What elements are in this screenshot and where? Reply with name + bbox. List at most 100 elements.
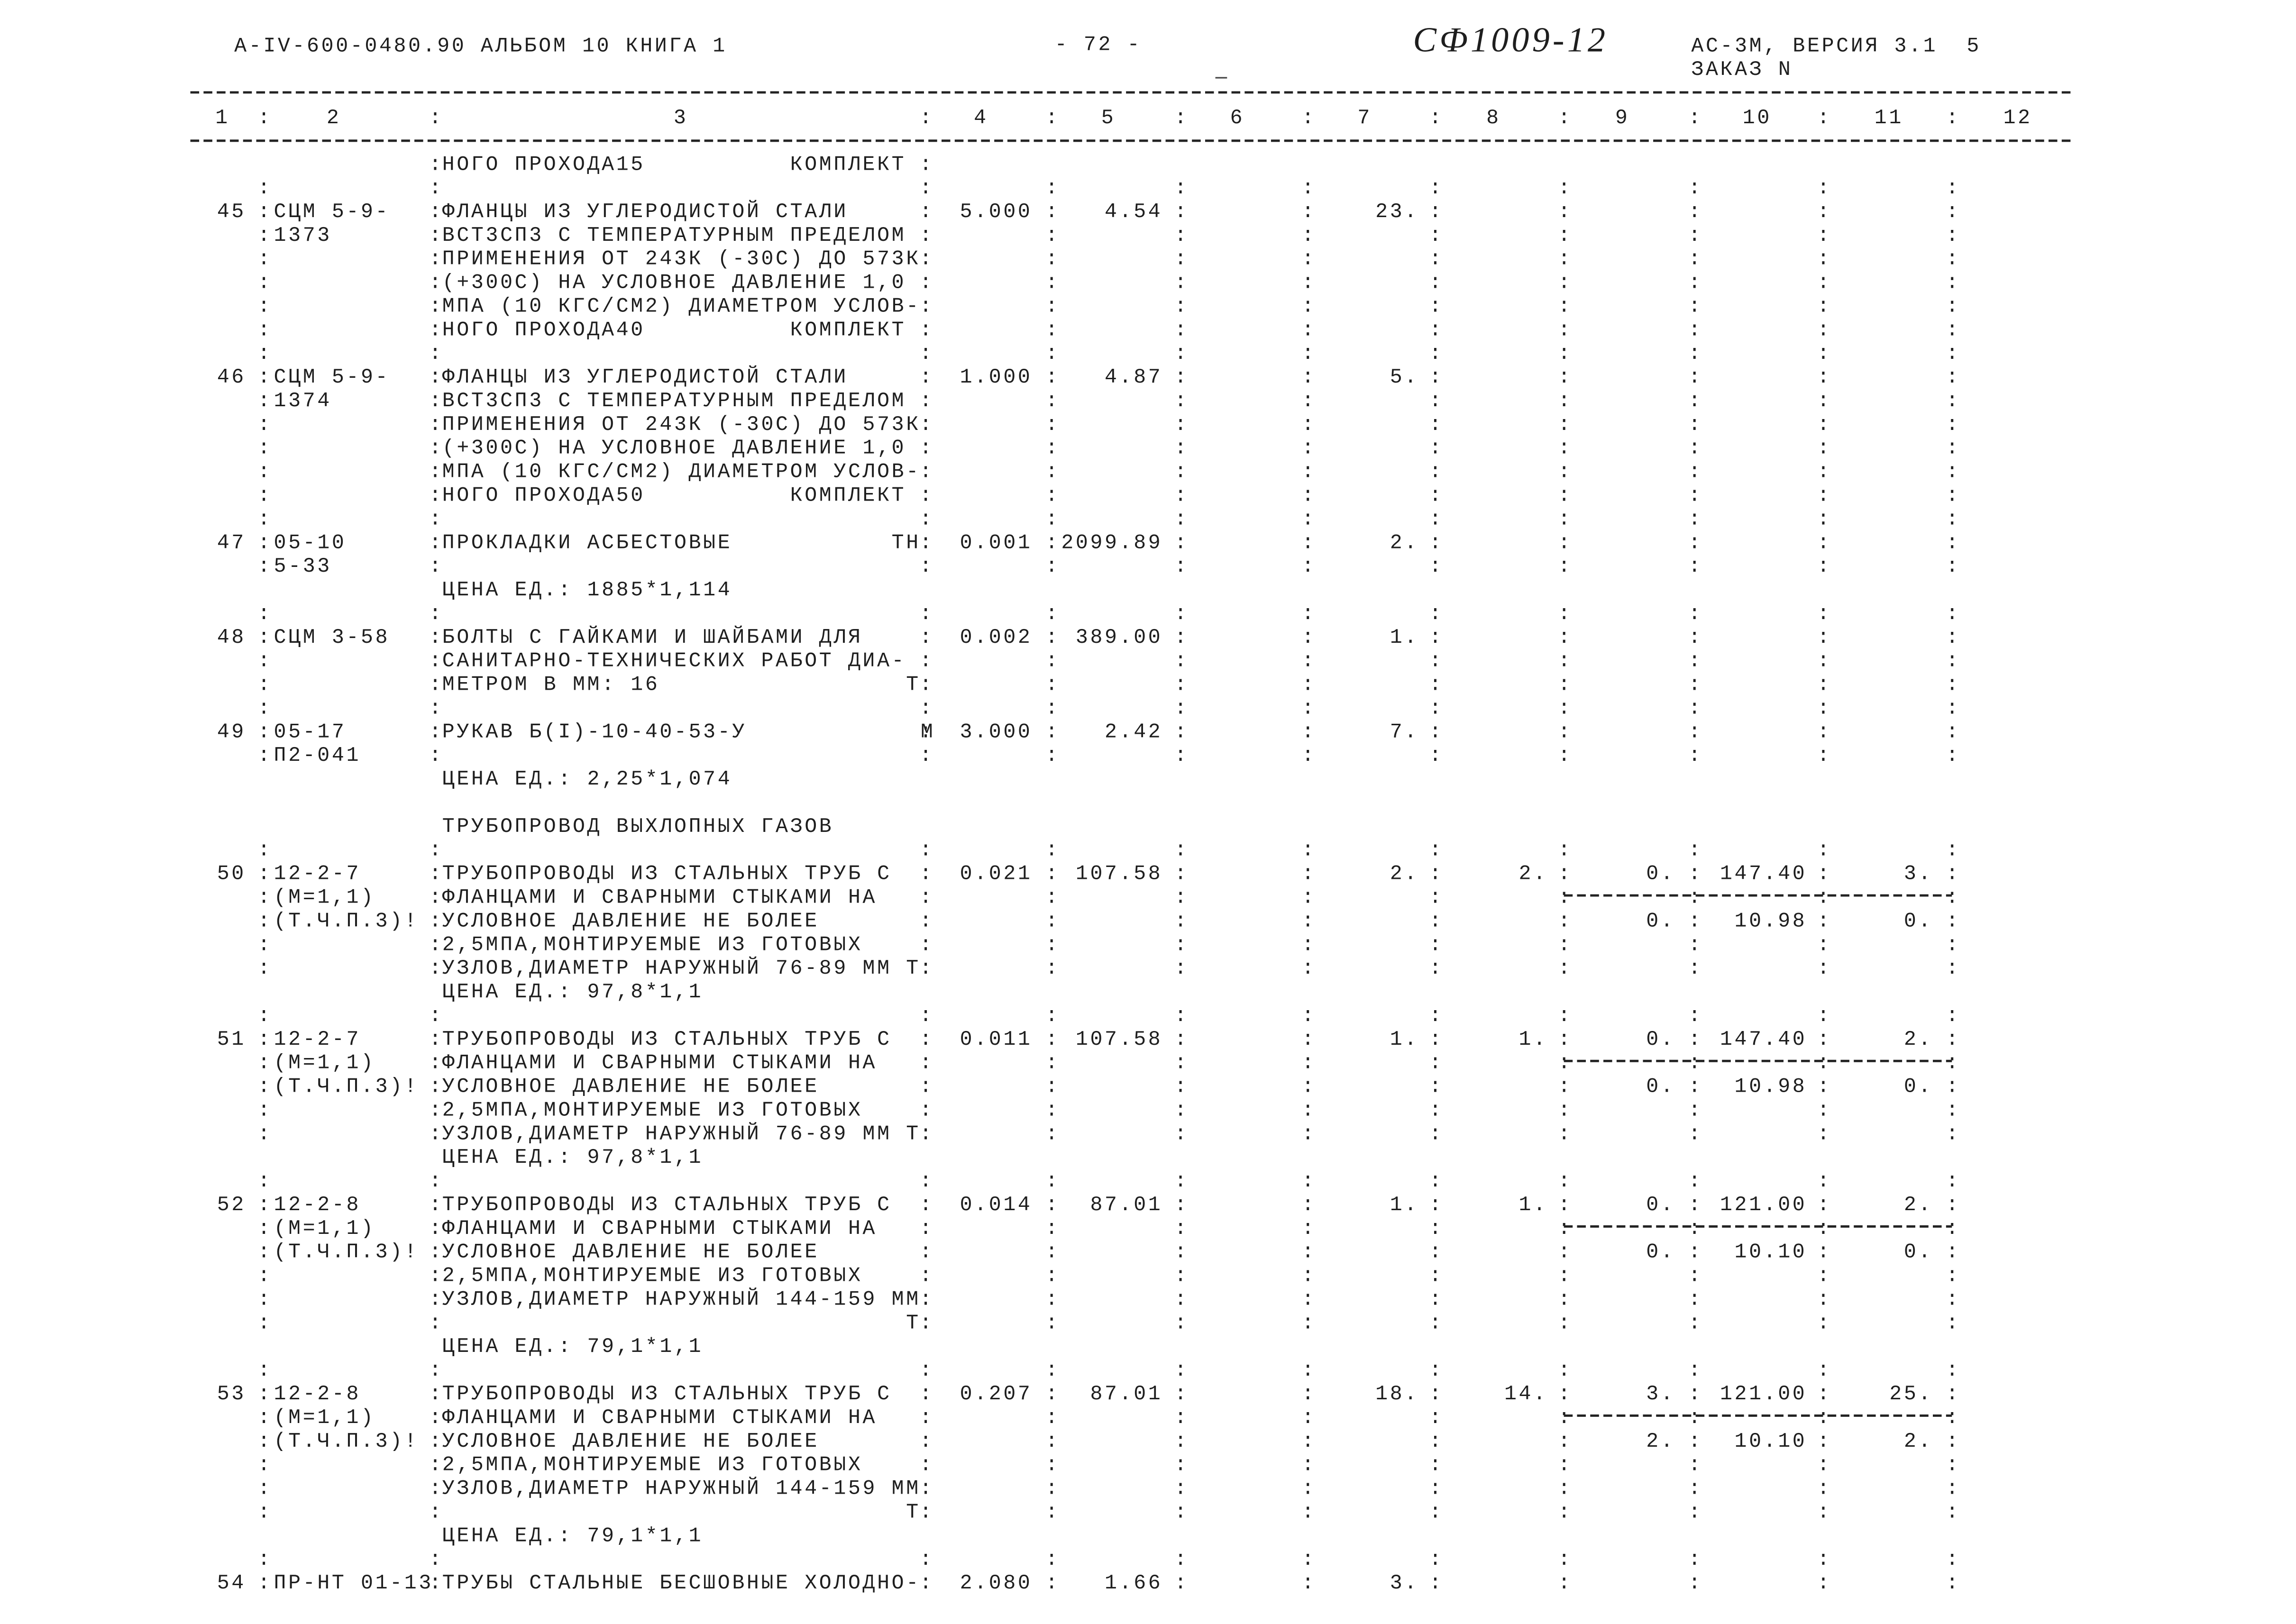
separator: : bbox=[1045, 531, 1060, 554]
separator: : bbox=[258, 862, 273, 885]
separator: : bbox=[1174, 744, 1189, 767]
separator: : bbox=[1174, 1075, 1189, 1098]
description: ФЛАНЦАМИ И СВАРНЫМИ СТЫКАМИ НА bbox=[442, 1217, 877, 1240]
separator: : bbox=[1045, 176, 1060, 200]
separator: : bbox=[1045, 224, 1060, 247]
separator: : bbox=[1946, 1548, 1961, 1571]
separator: : bbox=[1817, 933, 1832, 956]
separator: : bbox=[1045, 649, 1060, 673]
separator: : bbox=[1429, 1430, 1444, 1453]
unit-price: ЦЕНА ЕД.: 79,1*1,1 bbox=[442, 1524, 703, 1547]
separator: : bbox=[429, 507, 444, 530]
separator: : bbox=[1688, 602, 1703, 625]
separator: : bbox=[920, 1217, 934, 1240]
separator: : bbox=[920, 696, 934, 720]
description: 2,5МПА,МОНТИРУЕМЫЕ ИЗ ГОТОВЫХ bbox=[442, 1264, 863, 1287]
doc-id: А-IV-600-0480.90 АЛЬБОМ 10 КНИГА 1 bbox=[234, 34, 727, 57]
separator: : bbox=[1429, 1241, 1444, 1264]
separator: : bbox=[1302, 365, 1317, 389]
separator: : bbox=[258, 413, 273, 436]
separator: : bbox=[1688, 365, 1703, 389]
separator: : bbox=[1429, 1028, 1444, 1051]
sub-value: 0. bbox=[1646, 1241, 1675, 1264]
separator: : bbox=[1817, 957, 1832, 980]
separator: : bbox=[1429, 909, 1444, 932]
value-c7: 2. bbox=[1390, 531, 1419, 554]
separator: : bbox=[1302, 1264, 1317, 1287]
separator: : bbox=[920, 389, 934, 412]
separator: : bbox=[1817, 1051, 1832, 1075]
separator: : bbox=[1429, 413, 1444, 436]
column-number: 8 bbox=[1486, 106, 1501, 129]
description: Т bbox=[442, 1500, 921, 1524]
separator: : bbox=[1174, 247, 1189, 271]
separator: : bbox=[1302, 602, 1317, 625]
separator: : bbox=[258, 1406, 273, 1429]
separator: : bbox=[258, 909, 273, 932]
separator: : bbox=[258, 1075, 273, 1098]
value-c7: 1. bbox=[1390, 626, 1419, 649]
separator: : bbox=[1302, 673, 1317, 696]
separator: : bbox=[1429, 720, 1444, 743]
separator: : bbox=[258, 1122, 273, 1145]
separator: : bbox=[1817, 1217, 1832, 1240]
separator: : bbox=[429, 342, 444, 365]
item-number: 54 bbox=[217, 1571, 246, 1595]
separator: : bbox=[1688, 200, 1703, 223]
value-c5: 1.66 bbox=[1105, 1571, 1162, 1595]
separator: : bbox=[1558, 555, 1573, 578]
separator: : bbox=[1302, 1098, 1317, 1122]
separator: : bbox=[1302, 909, 1317, 932]
separator: : bbox=[1946, 1193, 1961, 1216]
separator: : bbox=[258, 389, 273, 412]
separator: : bbox=[1045, 507, 1060, 530]
separator: : bbox=[1946, 744, 1961, 767]
separator: : bbox=[258, 1287, 273, 1311]
code: (М=1,1) bbox=[274, 1217, 375, 1240]
separator: : bbox=[920, 153, 934, 176]
separator: : bbox=[1817, 247, 1832, 271]
separator: : bbox=[429, 602, 444, 625]
separator: : bbox=[1045, 1241, 1060, 1264]
separator: : bbox=[1946, 1500, 1961, 1524]
separator: : bbox=[1045, 957, 1060, 980]
separator: : bbox=[1174, 1571, 1189, 1595]
separator: : bbox=[1558, 1359, 1573, 1382]
separator: : bbox=[920, 602, 934, 625]
code: (Т.Ч.П.3)! bbox=[274, 1430, 419, 1453]
order: ЗАКАЗ N bbox=[1691, 58, 1793, 81]
separator: : bbox=[920, 507, 934, 530]
separator: : bbox=[1558, 602, 1573, 625]
separator: : bbox=[258, 365, 273, 389]
separator: : bbox=[1302, 1477, 1317, 1500]
sub-value: 0. bbox=[1646, 1075, 1675, 1098]
separator: : bbox=[1688, 696, 1703, 720]
separator: : bbox=[1688, 909, 1703, 932]
item-number: 49 bbox=[217, 720, 246, 743]
separator: : bbox=[1946, 1477, 1961, 1500]
separator: : bbox=[1045, 602, 1060, 625]
separator: : bbox=[429, 1028, 444, 1051]
sub-value: 0. bbox=[1646, 909, 1675, 932]
separator: : bbox=[1946, 389, 1961, 412]
separator: : bbox=[1688, 106, 1703, 129]
value-c7: 23. bbox=[1375, 200, 1419, 223]
separator: : bbox=[1045, 1477, 1060, 1500]
value-c9: 0. bbox=[1646, 1028, 1675, 1051]
code: (Т.Ч.П.3)! bbox=[274, 1075, 419, 1098]
separator: : bbox=[1429, 294, 1444, 318]
separator: : bbox=[1817, 1004, 1832, 1027]
separator: : bbox=[1174, 460, 1189, 484]
item-number: 53 bbox=[217, 1382, 246, 1405]
column-number: 2 bbox=[327, 106, 341, 129]
separator: : bbox=[1302, 413, 1317, 436]
code: (М=1,1) bbox=[274, 885, 375, 909]
separator: : bbox=[1429, 437, 1444, 460]
separator: : bbox=[1429, 649, 1444, 673]
separator: : bbox=[1302, 1453, 1317, 1477]
item-number: 45 bbox=[217, 200, 246, 223]
separator: : bbox=[1174, 224, 1189, 247]
separator: : bbox=[1429, 1217, 1444, 1240]
separator: : bbox=[1558, 933, 1573, 956]
separator: : bbox=[1946, 626, 1961, 649]
